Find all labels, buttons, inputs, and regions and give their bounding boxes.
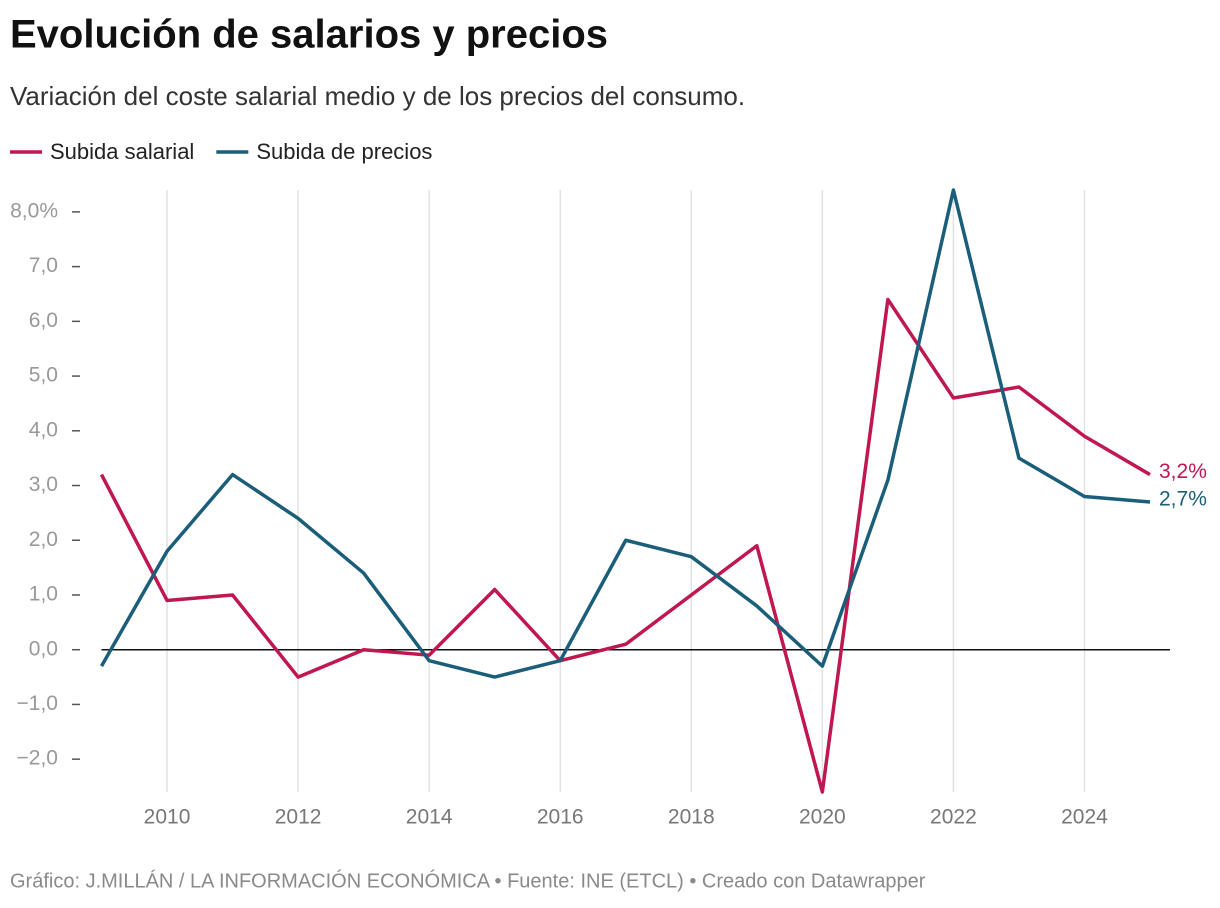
x-tick-label: 2016 — [537, 806, 584, 829]
source-note: Gráfico: J.MILLÁN / LA INFORMACIÓN ECONÓ… — [10, 869, 926, 892]
x-tick-label: 2020 — [799, 806, 846, 829]
y-tick-label: 6,0 — [29, 309, 58, 332]
x-tick-label: 2018 — [668, 806, 715, 829]
chart-subtitle: Variación del coste salarial medio y de … — [10, 81, 745, 111]
y-tick-label: 3,0 — [29, 473, 58, 496]
y-tick-label: 2,0 — [29, 528, 58, 551]
end-label: 2,7% — [1159, 487, 1207, 510]
x-tick-label: 2012 — [275, 806, 322, 829]
y-tick-label: −2,0 — [17, 747, 58, 770]
x-tick-label: 2014 — [406, 806, 453, 829]
y-tick-label: 4,0 — [29, 418, 58, 441]
y-tick-label: 8,0% — [10, 199, 58, 222]
end-label: 3,2% — [1159, 460, 1207, 483]
x-tick-label: 2022 — [930, 806, 977, 829]
x-tick-label: 2024 — [1061, 806, 1108, 829]
x-tick-label: 2010 — [144, 806, 191, 829]
y-tick-label: 5,0 — [29, 364, 58, 387]
series-line — [99, 188, 1151, 679]
series-line — [99, 297, 1151, 794]
y-tick-label: 7,0 — [29, 254, 58, 277]
legend-label: Subida salarial — [50, 139, 194, 164]
y-tick-label: −1,0 — [17, 692, 58, 715]
chart-title: Evolución de salarios y precios — [10, 13, 608, 57]
y-tick-label: 1,0 — [29, 583, 58, 606]
legend-label: Subida de precios — [256, 139, 432, 164]
y-tick-label: 0,0 — [29, 637, 58, 660]
